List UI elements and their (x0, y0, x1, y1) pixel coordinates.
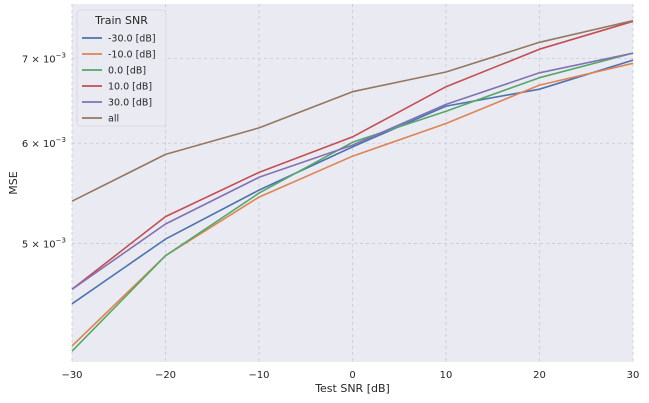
legend: Train SNR -30.0 [dB] -10.0 [dB] 0.0 [dB] 10.… (76, 9, 167, 127)
legend-box (76, 9, 167, 127)
x-tick-label: 30 (627, 370, 640, 381)
series-lines (71, 19, 634, 352)
x-axis-label: Test SNR [dB] (314, 382, 390, 395)
legend-entry-label: -30.0 [dB] (108, 34, 156, 45)
series-line-0 (71, 59, 634, 305)
x-tick-label: 0 (349, 370, 355, 381)
legend-title: Train SNR (94, 14, 148, 27)
x-tick-label: −20 (155, 370, 176, 381)
y-tick-label: 7 × 10−3 (22, 52, 66, 66)
series-line-2 (71, 52, 634, 352)
x-axis-ticks: −30 −20 −10 0 10 20 30 (61, 370, 639, 381)
series-line-5 (71, 19, 634, 202)
y-tick-label: 6 × 10−3 (22, 136, 66, 150)
legend-entry-label: -10.0 [dB] (108, 50, 156, 61)
y-tick-label: 5 × 10−3 (22, 236, 66, 250)
legend-entry-label: 10.0 [dB] (108, 82, 152, 93)
y-axis-label: MSE (7, 171, 20, 194)
legend-entry-label: 30.0 [dB] (108, 98, 152, 109)
legend-entry-label: 0.0 [dB] (108, 66, 146, 77)
y-axis-ticks: 5 × 10−3 6 × 10−3 7 × 10−3 (22, 52, 66, 251)
x-tick-label: 10 (440, 370, 453, 381)
x-tick-label: 20 (533, 370, 546, 381)
x-tick-label: −30 (61, 370, 82, 381)
series-line-4 (71, 52, 634, 290)
x-tick-label: −10 (248, 370, 269, 381)
legend-entry-label: all (108, 114, 119, 125)
series-line-3 (71, 20, 634, 290)
